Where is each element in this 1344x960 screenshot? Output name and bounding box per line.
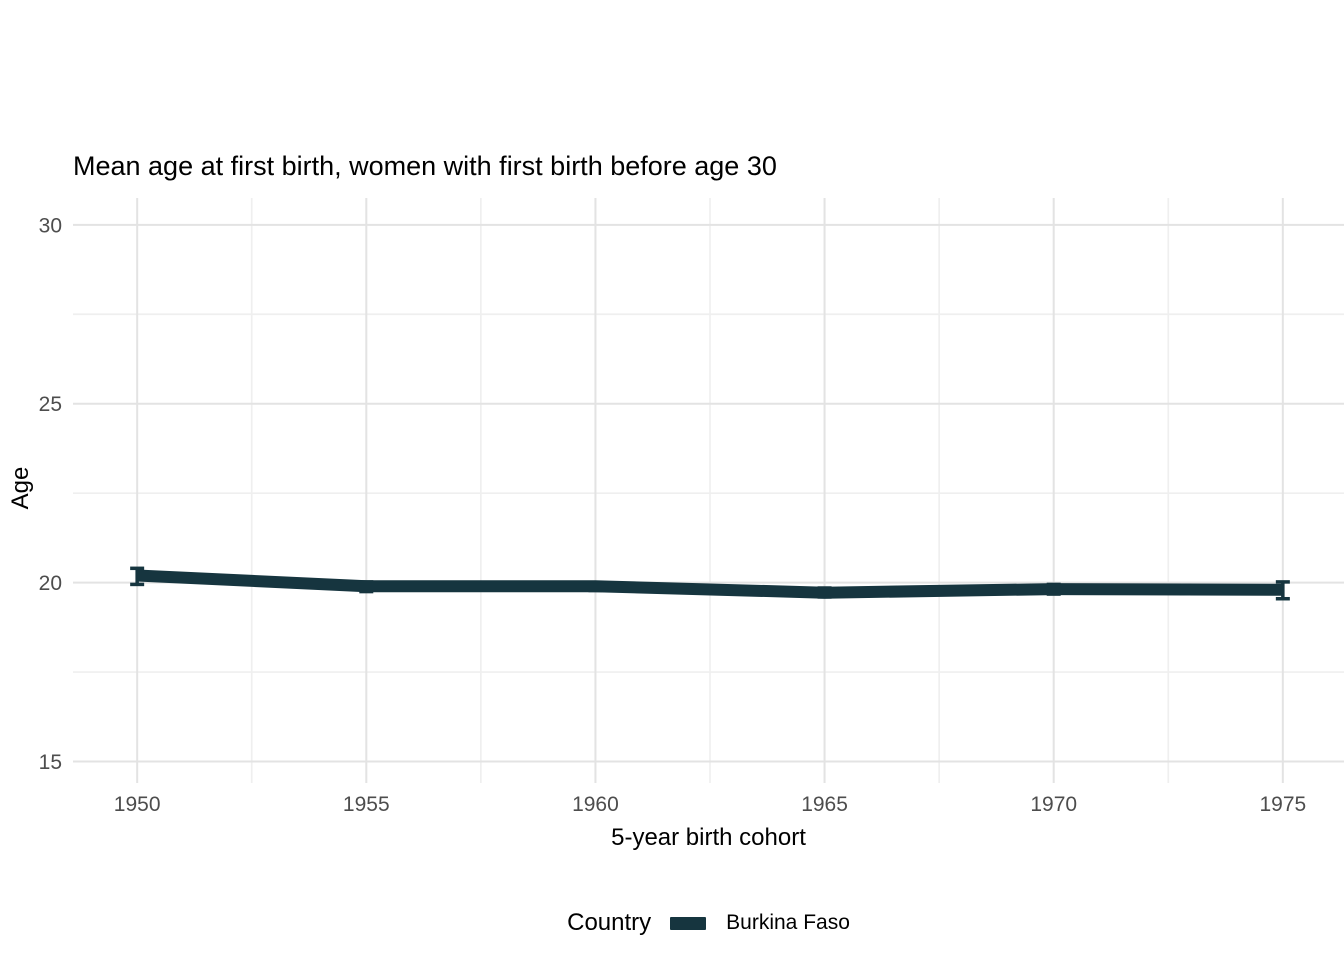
x-tick-label: 1950 [114, 793, 161, 816]
x-axis-title: 5-year birth cohort [611, 824, 806, 851]
series-line-burkina-faso [136, 569, 1283, 599]
x-tick-label: 1960 [572, 793, 619, 816]
legend-key-line [670, 916, 707, 930]
y-tick-label: 20 [39, 572, 62, 595]
legend: Country Burkina Faso [73, 908, 1344, 938]
x-tick-label: 1975 [1259, 793, 1306, 816]
y-axis-title: Age [7, 466, 34, 510]
legend-item-label: Burkina Faso [726, 911, 850, 934]
chart-title: Mean age at first birth, women with firs… [73, 151, 777, 181]
y-tick-label: 25 [39, 393, 62, 416]
x-tick-label: 1955 [343, 793, 390, 816]
y-tick-label: 15 [39, 751, 62, 774]
x-tick-label: 1970 [1030, 793, 1077, 816]
legend-title: Country [567, 909, 652, 936]
x-tick-label: 1965 [801, 793, 848, 816]
y-tick-label: 30 [39, 214, 62, 237]
